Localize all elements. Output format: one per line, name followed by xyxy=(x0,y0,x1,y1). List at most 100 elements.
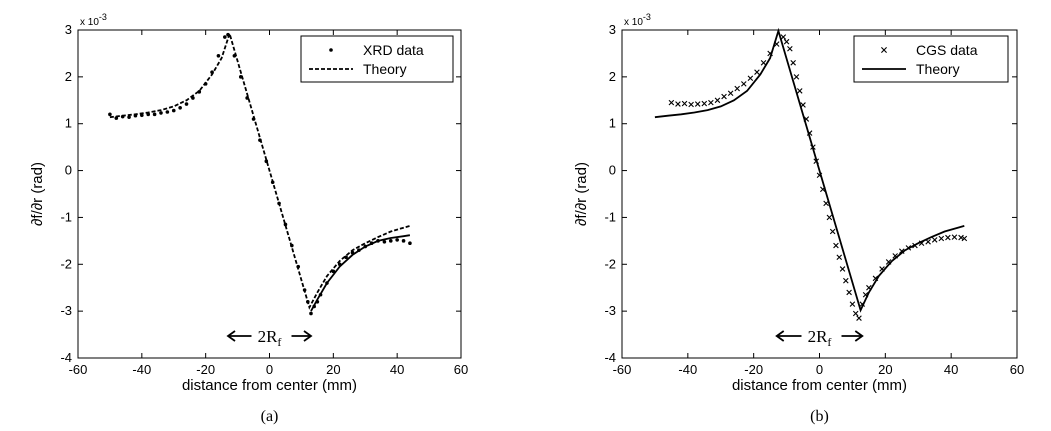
x-tick-label: 60 xyxy=(1010,362,1024,377)
y-tick-label: -3 xyxy=(60,303,72,318)
annotation-text: 2R xyxy=(258,327,279,346)
legend-label: Theory xyxy=(916,61,960,77)
annotation-arrowhead-right xyxy=(854,330,864,342)
data-point xyxy=(839,266,846,272)
data-point xyxy=(388,239,393,243)
legend-box xyxy=(853,35,1009,83)
y-tick-label: 2 xyxy=(65,69,72,84)
y-tick-label: -1 xyxy=(604,209,616,224)
y-multiplier-label: x 10-3 xyxy=(80,12,107,28)
x-tick-label: -20 xyxy=(196,362,215,377)
y-tick-label: 3 xyxy=(609,22,616,37)
data-point xyxy=(945,234,951,241)
chart-panel-b: -60 -40 -20 0 20 40 60 -4 -3 -2 -1 0 1 2 3 x 10-3 distan… xyxy=(573,12,1024,425)
data-point xyxy=(780,34,787,40)
data-point xyxy=(823,200,829,207)
figure-caption: (a) xyxy=(261,408,279,425)
data-point xyxy=(184,102,189,106)
x-tick-label: -20 xyxy=(744,362,763,377)
data-point xyxy=(833,242,839,249)
series-solid-line xyxy=(310,234,411,312)
y-tick-label: -3 xyxy=(604,303,616,318)
data-point xyxy=(829,228,836,235)
annotation-arrowhead-right xyxy=(303,330,313,342)
y-multiplier-exponent: -3 xyxy=(643,12,651,22)
data-point xyxy=(681,100,688,107)
annotation-label: 2Rf xyxy=(258,327,282,349)
y-tick-label: 1 xyxy=(609,116,616,131)
data-point xyxy=(760,60,767,66)
data-point xyxy=(843,277,849,284)
series-theory-line xyxy=(109,30,411,310)
data-point xyxy=(961,235,968,242)
data-point xyxy=(408,241,412,245)
data-point xyxy=(931,237,938,243)
y-tick-label: 2 xyxy=(609,69,616,84)
data-point xyxy=(783,38,790,45)
data-point xyxy=(675,101,681,107)
data-point xyxy=(793,74,800,80)
legend: CGS data Theory xyxy=(853,35,1009,83)
data-point xyxy=(754,69,760,75)
data-point xyxy=(938,235,945,242)
x-tick-label: 20 xyxy=(878,362,892,377)
legend-marker-dot xyxy=(329,48,333,52)
x-tick-label: 40 xyxy=(944,362,958,377)
x-tick-label: 60 xyxy=(454,362,468,377)
x-tick-label: -60 xyxy=(613,362,632,377)
x-axis-label: distance from center (mm) xyxy=(732,377,907,394)
data-point xyxy=(721,93,727,100)
y-axis-label: ∂f/∂r (rad) xyxy=(573,162,590,226)
data-point xyxy=(668,99,675,106)
annotation-subscript: f xyxy=(277,335,281,349)
y-tick-label: -1 xyxy=(60,209,72,224)
data-point xyxy=(344,255,348,260)
y-tick-label: 1 xyxy=(65,116,72,131)
x-tick-label: -40 xyxy=(132,362,151,377)
data-point xyxy=(701,100,708,107)
y-multiplier-base: x 10 xyxy=(80,17,99,28)
data-point xyxy=(127,115,131,119)
x-axis-label: distance from center (mm) xyxy=(182,377,357,394)
data-point xyxy=(790,60,796,66)
y-multiplier-label: x 10-3 xyxy=(624,12,651,28)
data-point xyxy=(694,101,701,107)
data-point xyxy=(846,289,852,296)
y-multiplier-exponent: -3 xyxy=(99,12,107,22)
data-point xyxy=(747,75,754,82)
y-tick-label: -4 xyxy=(60,350,72,365)
legend-box xyxy=(300,35,454,83)
y-tick-label: 0 xyxy=(609,163,616,178)
x-tick-label: -60 xyxy=(69,362,88,377)
y-axis-label: ∂f/∂r (rad) xyxy=(29,162,46,226)
y-tick-label: -4 xyxy=(604,350,616,365)
legend: XRD data Theory xyxy=(300,35,454,83)
y-tick-label: 3 xyxy=(65,22,72,37)
x-tick-label: -40 xyxy=(678,362,697,377)
legend-marker-x xyxy=(881,47,887,53)
data-point xyxy=(836,254,843,261)
annotation-text: 2R xyxy=(808,327,829,346)
data-point xyxy=(741,81,747,87)
data-point xyxy=(309,311,313,316)
data-point xyxy=(382,239,387,244)
legend-label: XRD data xyxy=(363,42,424,58)
data-point xyxy=(796,88,803,94)
data-point xyxy=(178,105,182,110)
x-tick-label: 0 xyxy=(816,362,823,377)
data-point xyxy=(401,239,406,243)
data-point xyxy=(951,234,958,240)
x-tick-label: 20 xyxy=(326,362,340,377)
y-tick-label: -2 xyxy=(60,256,72,271)
data-point xyxy=(899,248,905,254)
data-point xyxy=(734,85,740,92)
data-point xyxy=(958,234,964,241)
data-point xyxy=(714,97,721,104)
legend-label: CGS data xyxy=(916,42,978,58)
y-tick-label: -2 xyxy=(604,256,616,271)
data-point xyxy=(849,301,856,307)
series-theory-line xyxy=(654,27,965,313)
data-point xyxy=(856,315,862,321)
data-point xyxy=(395,238,399,242)
